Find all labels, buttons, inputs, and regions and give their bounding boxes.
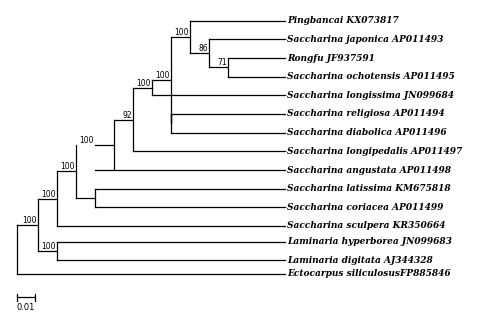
Text: 100: 100 (42, 242, 56, 251)
Text: Laminaria digitata AJ344328: Laminaria digitata AJ344328 (288, 256, 433, 265)
Text: 100: 100 (136, 79, 150, 88)
Text: Rongfu JF937591: Rongfu JF937591 (288, 54, 375, 62)
Text: Saccharina ochotensis AP011495: Saccharina ochotensis AP011495 (288, 72, 455, 81)
Text: 86: 86 (198, 44, 207, 53)
Text: Ectocarpus siliculosusFP885846: Ectocarpus siliculosusFP885846 (288, 269, 451, 278)
Text: 100: 100 (174, 28, 188, 37)
Text: Saccharina angustata AP011498: Saccharina angustata AP011498 (288, 165, 452, 175)
Text: Saccharina latissima KM675818: Saccharina latissima KM675818 (288, 184, 451, 193)
Text: 0.01: 0.01 (17, 303, 35, 312)
Text: Laminaria hyperborea JN099683: Laminaria hyperborea JN099683 (288, 237, 452, 246)
Text: 100: 100 (22, 216, 37, 225)
Text: 100: 100 (155, 71, 170, 80)
Text: 100: 100 (60, 162, 75, 171)
Text: 92: 92 (122, 111, 132, 120)
Text: Saccharina diabolica AP011496: Saccharina diabolica AP011496 (288, 128, 447, 137)
Text: Saccharina religiosa AP011494: Saccharina religiosa AP011494 (288, 109, 445, 119)
Text: 100: 100 (80, 136, 94, 145)
Text: Saccharina longissima JN099684: Saccharina longissima JN099684 (288, 91, 454, 100)
Text: 71: 71 (217, 58, 226, 67)
Text: 100: 100 (42, 190, 56, 199)
Text: Saccharina sculpera KR350664: Saccharina sculpera KR350664 (288, 221, 446, 230)
Text: Saccharina coriacea AP011499: Saccharina coriacea AP011499 (288, 203, 444, 212)
Text: Pingbancai KX073817: Pingbancai KX073817 (288, 16, 399, 25)
Text: Saccharina japonica AP011493: Saccharina japonica AP011493 (288, 35, 444, 44)
Text: Saccharina longipedalis AP011497: Saccharina longipedalis AP011497 (288, 147, 463, 156)
